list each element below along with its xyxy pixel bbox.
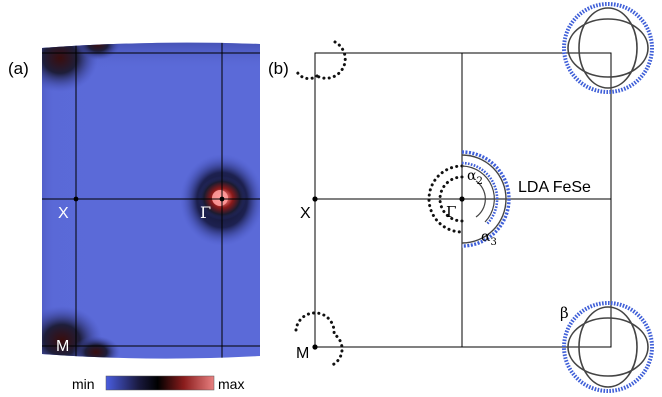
calc-pocket-ellipse	[567, 18, 649, 78]
gamma-point-marker	[459, 196, 465, 202]
fermi-surface-diagram: X Γ M α2 α3 β LDA FeSe	[294, 2, 654, 393]
gamma-point-marker	[219, 196, 225, 202]
electron-pocket-bottom-right	[562, 301, 654, 393]
electron-pocket-top-right	[562, 2, 654, 94]
panel-b-gamma-label: Γ	[446, 203, 456, 221]
colorbar-min-label: min	[72, 376, 95, 392]
m-corner-dotted-pocket	[294, 311, 344, 368]
alpha2-calc-arc	[461, 154, 507, 244]
alpha-inner-calc-arc	[475, 180, 486, 218]
calc-pocket-ellipse	[578, 306, 638, 388]
panel-b-x-label: X	[300, 205, 311, 222]
measured-pocket-ring	[562, 301, 654, 393]
x-corner-dotted-pocket	[315, 40, 347, 80]
panel-a-label: (a)	[8, 59, 29, 78]
corner-halo-top-left	[42, 42, 98, 92]
lda-fese-annotation: LDA FeSe	[518, 179, 591, 196]
calc-pocket-ellipse	[567, 317, 649, 377]
alpha3-calc-arc	[461, 165, 495, 223]
panel-a-gamma-label: Γ	[200, 203, 211, 222]
x-corner-dotted-pocket-lower	[294, 68, 319, 81]
calc-pocket-ellipse	[578, 7, 638, 89]
beta-label: β	[560, 304, 569, 322]
m-point-marker	[312, 344, 318, 350]
intensity-map	[42, 42, 260, 359]
panel-b-label: (b)	[268, 59, 289, 78]
alpha2-measured-arc	[461, 150, 511, 248]
alpha3-label: α3	[481, 229, 497, 248]
alpha2-label: α2	[467, 168, 483, 187]
measured-pocket-ring	[562, 2, 654, 94]
alpha3-measured-arc	[461, 161, 499, 225]
panel-b-m-label: M	[296, 345, 309, 362]
panel-a-x-label: X	[58, 205, 69, 222]
x-point-marker	[312, 196, 318, 202]
colorbar-max-label: max	[218, 376, 244, 392]
x-point-marker	[73, 196, 79, 202]
corner-halo-top	[76, 42, 120, 60]
colorbar	[105, 375, 215, 391]
corner-halo-bottom	[72, 336, 120, 359]
alpha-inner-dotted-contour	[438, 175, 464, 223]
panel-a-m-label: M	[56, 338, 69, 355]
alpha-outer-dotted-contour	[427, 164, 464, 234]
